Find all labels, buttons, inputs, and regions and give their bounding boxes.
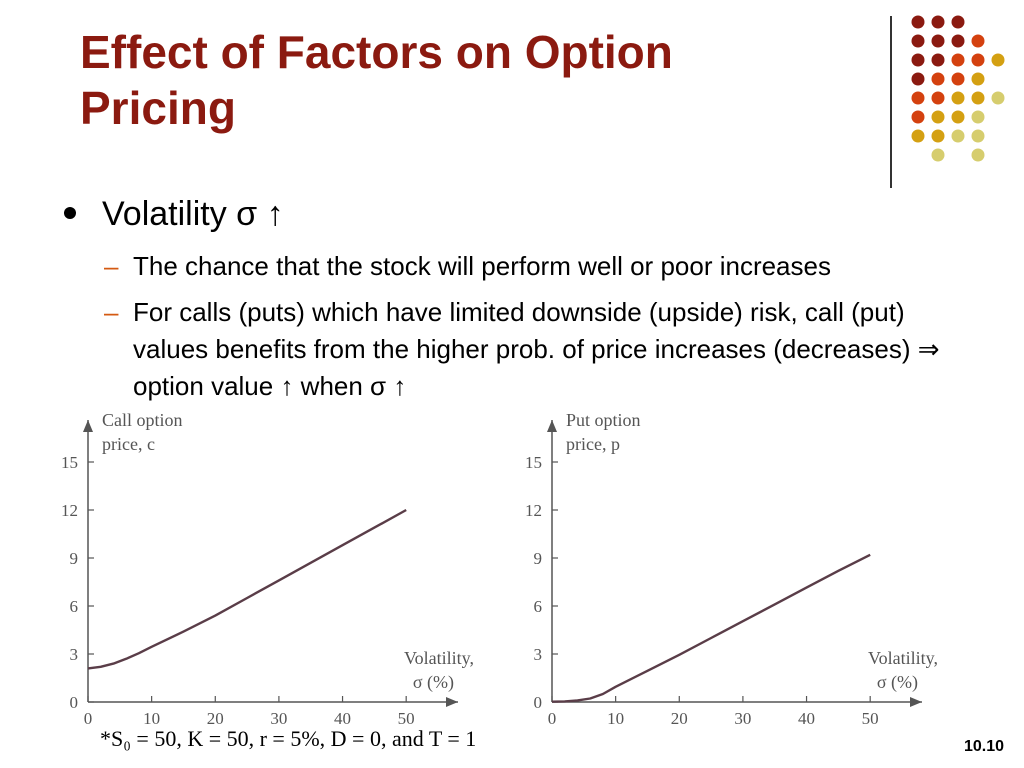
y-tick-label: 15 xyxy=(525,453,542,472)
x-tick-label: 20 xyxy=(671,709,688,728)
x-tick-label: 20 xyxy=(207,709,224,728)
y-tick-label: 15 xyxy=(61,453,78,472)
y-tick-label: 6 xyxy=(70,597,79,616)
y-axis-label-line-2: price, c xyxy=(102,434,155,454)
x-tick-label: 30 xyxy=(270,709,287,728)
dot-icon xyxy=(971,53,985,67)
x-axis-label-line-2: σ (%) xyxy=(413,672,454,693)
dot-icon xyxy=(931,148,945,162)
dot-icon xyxy=(951,129,965,143)
y-tick-label: 12 xyxy=(61,501,78,520)
put-price-line xyxy=(551,553,871,703)
dot-icon xyxy=(971,129,985,143)
x-axis-label-line-1: Volatility, xyxy=(404,648,474,668)
x-axis-label-line-1: Volatility, xyxy=(868,648,938,668)
y-tick-label: 6 xyxy=(534,597,543,616)
bullet-volatility-text: Volatility σ ↑ xyxy=(102,195,284,233)
dot-icon xyxy=(911,34,925,48)
dot-icon xyxy=(951,53,965,67)
sub-bullet-2-text: For calls (puts) which have limited down… xyxy=(133,297,940,401)
dot-icon xyxy=(911,72,925,86)
slide-title-line-2: Pricing xyxy=(80,82,236,134)
dot-icon xyxy=(931,34,945,48)
bullet-dot-icon xyxy=(64,207,76,220)
x-axis-arrow-icon xyxy=(446,697,458,707)
y-tick-label: 9 xyxy=(70,549,79,568)
dot-icon xyxy=(931,15,945,29)
dot-icon xyxy=(951,34,965,48)
x-tick-label: 10 xyxy=(143,709,160,728)
dot-icon xyxy=(991,91,1005,105)
x-tick-label: 40 xyxy=(334,709,351,728)
dot-icon xyxy=(911,91,925,105)
dot-icon xyxy=(971,110,985,124)
dot-icon xyxy=(931,91,945,105)
y-tick-label: 0 xyxy=(70,693,79,712)
y-axis-label-line-1: Call option xyxy=(102,410,183,430)
y-tick-label: 3 xyxy=(70,645,79,664)
slide-title: Effect of Factors on Option Pricing xyxy=(80,24,860,136)
x-tick-label: 10 xyxy=(607,709,624,728)
dash-icon: – xyxy=(104,297,119,327)
dot-icon xyxy=(931,72,945,86)
dot-icon xyxy=(951,91,965,105)
footnote: *S₀ = 50, K = 50, r = 5%, D = 0, and T =… xyxy=(100,726,477,751)
y-axis-arrow-icon xyxy=(83,420,93,432)
dot-icon xyxy=(911,53,925,67)
x-tick-label: 50 xyxy=(398,709,415,728)
header-divider xyxy=(890,16,892,188)
y-axis-arrow-icon xyxy=(547,420,557,432)
dot-icon xyxy=(971,148,985,162)
sub-bullet-1-text: The chance that the stock will perform w… xyxy=(133,251,831,281)
slide-number: 10.10 xyxy=(963,738,1004,755)
y-tick-label: 12 xyxy=(525,501,542,520)
y-axis-label-line-2: price, p xyxy=(566,434,620,454)
x-tick-label: 50 xyxy=(862,709,879,728)
dot-icon xyxy=(951,15,965,29)
x-tick-label: 30 xyxy=(734,709,751,728)
dot-icon xyxy=(971,91,985,105)
bullet-volatility: Volatility σ ↑ xyxy=(64,192,284,236)
sub-bullet-1: – The chance that the stock will perform… xyxy=(104,248,983,285)
y-tick-label: 3 xyxy=(534,645,543,664)
dot-icon xyxy=(911,110,925,124)
y-tick-label: 0 xyxy=(534,693,543,712)
dot-icon xyxy=(991,53,1005,67)
put-option-chart: 0 3 6 9 12 15 0 10 20 30 40 50 Put option price, p Vol… xyxy=(525,410,938,728)
dot-icon xyxy=(951,72,965,86)
decorative-dot-grid xyxy=(911,15,1005,162)
dot-icon xyxy=(931,110,945,124)
call-price-line xyxy=(87,508,407,670)
dot-icon xyxy=(911,129,925,143)
dot-icon xyxy=(931,129,945,143)
call-option-chart: 0 3 6 9 12 15 0 10 20 30 40 50 Call option price, c Vo… xyxy=(61,410,474,728)
x-tick-label: 0 xyxy=(84,709,93,728)
dot-icon xyxy=(911,15,925,29)
dot-icon xyxy=(931,53,945,67)
x-axis-label-line-2: σ (%) xyxy=(877,672,918,693)
y-axis-label-line-1: Put option xyxy=(566,410,641,430)
dot-icon xyxy=(951,110,965,124)
x-tick-label: 40 xyxy=(798,709,815,728)
x-axis-arrow-icon xyxy=(910,697,922,707)
sub-bullet-2: – For calls (puts) which have limited do… xyxy=(104,294,963,405)
dot-icon xyxy=(971,72,985,86)
slide-title-line-1: Effect of Factors on Option xyxy=(80,26,673,78)
dot-icon xyxy=(971,34,985,48)
y-tick-label: 9 xyxy=(534,549,543,568)
dash-icon: – xyxy=(104,251,119,281)
x-tick-label: 0 xyxy=(548,709,557,728)
